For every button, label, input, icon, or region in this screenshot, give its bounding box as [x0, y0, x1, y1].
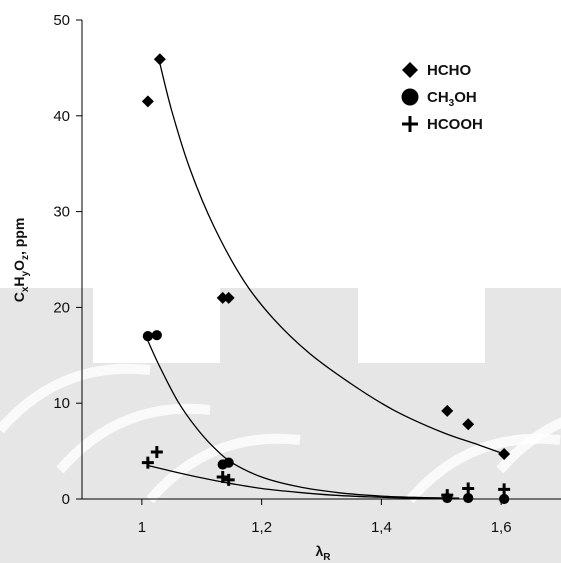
legend-marker-ch3oh	[401, 88, 419, 106]
y-tick-label: 50	[53, 12, 70, 29]
y-tick-label: 40	[53, 108, 70, 125]
axes: 0 10 20 30 40 50 1 1,2 1,4 1,6	[53, 12, 561, 536]
data-point-ch3oh	[151, 330, 162, 341]
data-point-ch3oh	[499, 493, 510, 505]
fit-curves	[147, 62, 505, 500]
fit-curve-ch3oh	[147, 340, 460, 499]
legend-label-hcho: HCHO	[427, 62, 471, 79]
data-points	[141, 53, 511, 505]
fit-curve-hcooh	[147, 464, 442, 500]
legend-marker-hcho	[402, 62, 418, 78]
data-point-hcooh	[498, 483, 511, 496]
legend-label-ch3oh: CH3OH	[427, 89, 477, 109]
fit-curve-hcho	[159, 62, 505, 455]
data-point-hcooh	[441, 489, 454, 502]
data-point-ch3oh	[142, 331, 153, 342]
watermark-arch-2	[146, 433, 301, 504]
data-point-hcho	[498, 447, 511, 460]
y-tick-label: 30	[53, 204, 70, 221]
data-point-hcho	[141, 95, 154, 108]
x-tick-label: 1,6	[491, 519, 512, 536]
watermark-logo	[0, 288, 561, 563]
x-tick-label: 1,4	[371, 519, 392, 536]
data-point-ch3oh	[463, 492, 474, 504]
data-point-hcooh	[222, 473, 235, 486]
watermark-arch-4	[496, 417, 561, 474]
y-tick-label: 20	[53, 299, 70, 316]
data-point-hcooh	[462, 482, 475, 495]
legend-marker-hcooh	[402, 116, 418, 132]
watermark-band	[0, 288, 561, 563]
watermark-arch-1	[56, 403, 211, 474]
data-point-hcho	[462, 418, 475, 431]
y-tick-label: 0	[62, 491, 70, 508]
data-point-hcho	[153, 53, 166, 66]
data-point-hcooh	[150, 446, 163, 459]
data-point-hcooh	[141, 456, 154, 469]
x-tick-label: 1	[138, 519, 146, 536]
x-tick-label: 1,2	[251, 519, 272, 536]
data-point-hcho	[222, 291, 235, 304]
data-point-ch3oh	[223, 457, 234, 468]
x-axis-label: λR	[316, 543, 332, 563]
y-tick-label: 10	[53, 395, 70, 412]
y-axis-label: CxHyOz, ppm	[11, 218, 31, 303]
legend-label-hcooh: HCOOH	[427, 116, 483, 133]
legend: HCHO CH3OH HCOOH	[401, 62, 483, 133]
data-point-hcho	[441, 404, 454, 417]
watermark-arch-0	[0, 363, 151, 434]
